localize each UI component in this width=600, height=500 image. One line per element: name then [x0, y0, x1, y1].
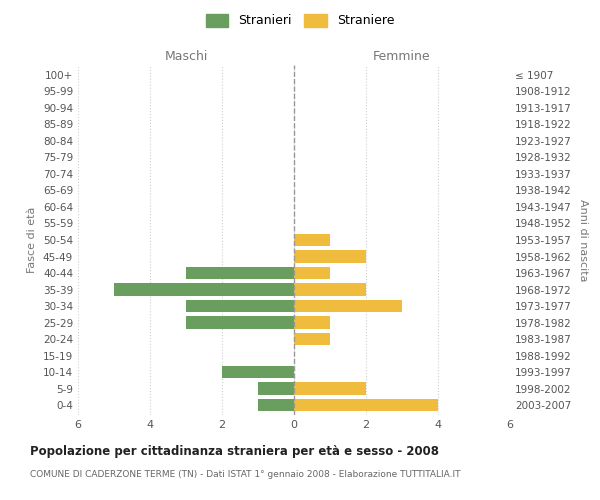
Text: Femmine: Femmine — [373, 50, 431, 62]
Bar — [294, 399, 438, 411]
Bar — [114, 284, 294, 296]
Bar — [294, 234, 330, 246]
Text: Maschi: Maschi — [164, 50, 208, 62]
Bar — [186, 316, 294, 328]
Bar — [294, 333, 330, 345]
Legend: Stranieri, Straniere: Stranieri, Straniere — [201, 8, 399, 32]
Bar — [258, 399, 294, 411]
Bar — [294, 316, 330, 328]
Text: COMUNE DI CADERZONE TERME (TN) - Dati ISTAT 1° gennaio 2008 - Elaborazione TUTTI: COMUNE DI CADERZONE TERME (TN) - Dati IS… — [30, 470, 461, 479]
Bar — [186, 300, 294, 312]
Y-axis label: Anni di nascita: Anni di nascita — [578, 198, 588, 281]
Bar — [294, 382, 366, 395]
Bar — [186, 267, 294, 279]
Bar — [258, 382, 294, 395]
Y-axis label: Fasce di età: Fasce di età — [28, 207, 37, 273]
Bar — [294, 250, 366, 262]
Bar — [294, 300, 402, 312]
Bar — [294, 284, 366, 296]
Bar — [294, 267, 330, 279]
Text: Popolazione per cittadinanza straniera per età e sesso - 2008: Popolazione per cittadinanza straniera p… — [30, 445, 439, 458]
Bar — [222, 366, 294, 378]
